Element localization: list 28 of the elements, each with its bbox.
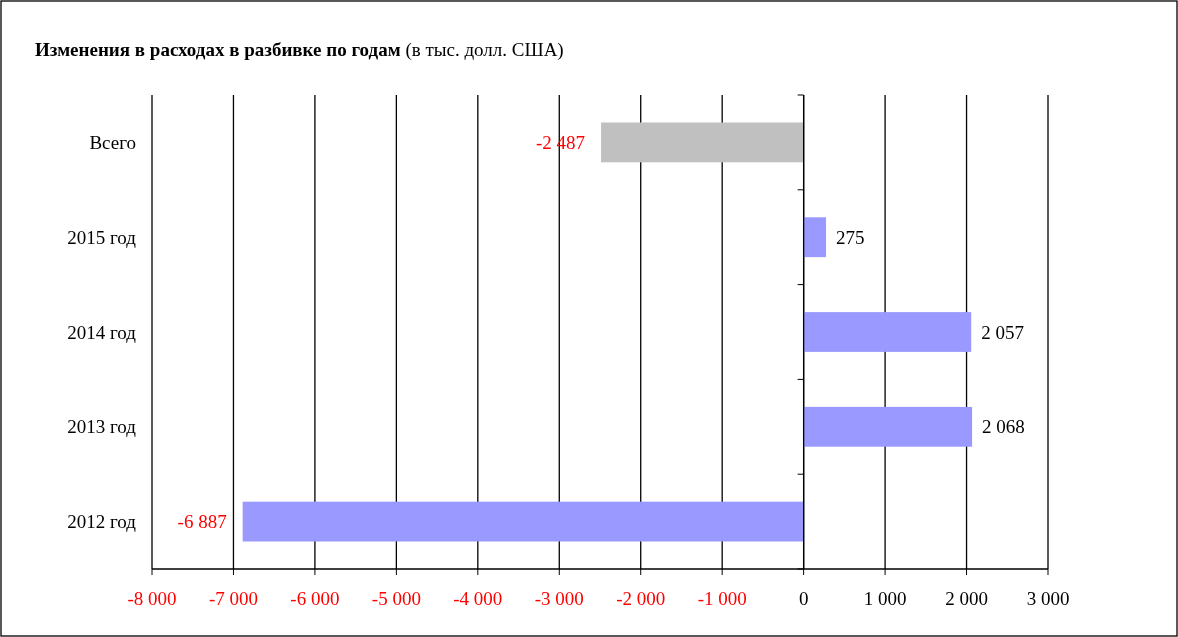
x-tick-label: 1 000	[863, 588, 907, 609]
y-tick-label: 2015 год	[67, 226, 137, 248]
chart-subtitle: (в тыс. долл. США)	[400, 39, 564, 61]
y-tick-label: 2014 год	[67, 321, 137, 343]
bar	[803, 312, 972, 352]
x-tick-label: -3 000	[534, 588, 584, 609]
x-tick-label: 0	[798, 588, 809, 609]
bar	[803, 406, 973, 447]
bar	[601, 122, 804, 163]
x-tick-label: 3 000	[1026, 588, 1070, 609]
x-tick-label: -4 000	[453, 588, 503, 609]
data-label: 2 057	[981, 321, 1024, 343]
x-tick-label: 2 000	[945, 588, 988, 609]
bar	[242, 501, 804, 542]
data-label: 275	[836, 226, 865, 248]
x-tick-label: -8 000	[127, 588, 177, 609]
x-tick-label: -5 000	[371, 588, 421, 609]
x-tick-label: -2 000	[616, 588, 666, 609]
bar	[803, 217, 827, 258]
y-tick-label: 2012 год	[67, 511, 137, 533]
data-label: 2 068	[982, 416, 1025, 438]
data-label: -6 887	[177, 511, 227, 533]
x-tick-label: -7 000	[208, 588, 258, 609]
x-tick-label: -6 000	[290, 588, 340, 609]
chart-title: Изменения в расходах в разбивке по годам	[35, 39, 401, 60]
y-tick-label: 2013 год	[67, 416, 137, 438]
x-tick-label: -1 000	[697, 588, 747, 609]
y-tick-label: Всего	[89, 132, 136, 154]
